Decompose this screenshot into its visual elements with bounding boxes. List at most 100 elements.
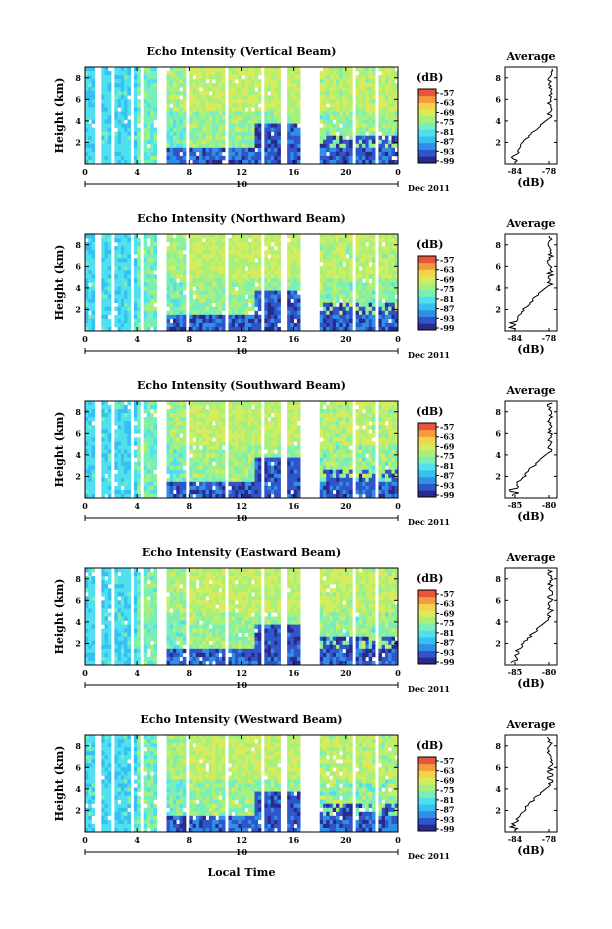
heatmap-cell <box>120 119 125 124</box>
heatmap-cell <box>137 67 141 72</box>
heatmap-cell <box>91 254 96 259</box>
heatmap-cell <box>267 425 272 430</box>
heatmap-cell <box>91 71 96 76</box>
heatmap-cell <box>127 461 131 466</box>
heatmap-cell <box>179 306 184 312</box>
heatmap-cell <box>173 103 177 108</box>
heatmap-cell <box>270 159 275 165</box>
heatmap-cell <box>101 238 105 243</box>
heatmap-cell <box>274 250 278 255</box>
heatmap-cell <box>231 75 236 80</box>
heatmap-cell <box>329 246 334 251</box>
heatmap-cell <box>241 127 246 132</box>
heatmap-cell <box>88 441 92 446</box>
heatmap-cell <box>218 119 223 124</box>
heatmap-cell <box>146 135 151 141</box>
heatmap-cell <box>238 147 242 153</box>
heatmap-cell <box>218 477 223 483</box>
heatmap-cell <box>107 421 112 426</box>
heatmap-cell <box>166 302 171 308</box>
heatmap-cell <box>221 274 226 279</box>
heatmap-cell <box>120 135 125 141</box>
heatmap-cell <box>127 318 131 324</box>
heatmap-cell <box>166 294 171 299</box>
heatmap-cell <box>228 131 233 137</box>
heatmap-cell <box>339 266 343 271</box>
heatmap-cell <box>117 87 122 92</box>
heatmap-cell <box>107 258 112 263</box>
heatmap-cell <box>277 401 281 406</box>
heatmap-cell <box>365 95 369 100</box>
heatmap-cell <box>234 123 239 128</box>
heatmap-cell <box>339 139 343 145</box>
heatmap-cell <box>189 234 193 239</box>
heatmap-cell <box>199 131 203 137</box>
heatmap-cell <box>254 250 259 255</box>
heatmap-cell <box>218 433 223 438</box>
heatmap-cell <box>290 417 294 422</box>
heatmap-cell <box>101 71 105 76</box>
heatmap-cell <box>205 298 210 304</box>
heatmap-cell <box>342 266 347 271</box>
heatmap-cell <box>384 290 389 295</box>
heatmap-cell <box>332 151 337 157</box>
heatmap-cell <box>287 282 291 287</box>
heatmap-cell <box>212 155 216 161</box>
heatmap-cell <box>176 318 180 324</box>
heatmap-cell <box>169 290 174 295</box>
heatmap-cell <box>104 79 109 84</box>
heatmap-cell <box>143 405 148 410</box>
heatmap-cell <box>218 318 223 324</box>
heatmap-cell <box>153 131 158 137</box>
heatmap-cell <box>342 270 347 275</box>
heatmap-cell <box>192 274 197 279</box>
heatmap-cell <box>205 67 210 72</box>
heatmap-cell <box>88 421 92 426</box>
heatmap-cell <box>264 413 268 418</box>
heatmap-cell <box>117 151 122 157</box>
heatmap-cell <box>384 298 389 304</box>
heatmap-cell <box>212 123 216 128</box>
heatmap-cell <box>176 286 180 291</box>
heatmap-cell <box>251 489 255 495</box>
heatmap-cell <box>287 326 291 332</box>
heatmap-cell <box>192 242 197 247</box>
heatmap-cell <box>173 449 177 454</box>
heatmap-cell <box>270 441 275 446</box>
heatmap-cell <box>182 441 187 446</box>
heatmap-cell <box>332 421 337 426</box>
heatmap-cell <box>127 67 131 72</box>
heatmap-cell <box>248 322 252 328</box>
heatmap-cell <box>267 67 272 72</box>
heatmap-cell <box>88 250 92 255</box>
heatmap-cell <box>228 425 233 430</box>
heatmap-cell <box>91 139 96 145</box>
heatmap-cell <box>238 242 242 247</box>
heatmap-cell <box>114 143 118 149</box>
heatmap-cell <box>218 254 223 259</box>
heatmap-cell <box>215 123 219 128</box>
heatmap-cell <box>329 79 334 84</box>
heatmap-cell <box>221 306 226 312</box>
heatmap-cell <box>388 115 392 120</box>
heatmap-cell <box>296 131 301 137</box>
heatmap-cell <box>107 83 112 88</box>
heatmap-cell <box>228 306 233 312</box>
heatmap-cell <box>264 143 268 149</box>
heatmap-cell <box>296 401 301 406</box>
heatmap-cell <box>192 485 197 491</box>
heatmap-cell <box>117 294 122 299</box>
heatmap-cell <box>290 95 294 100</box>
heatmap-cell <box>169 437 174 442</box>
heatmap-cell <box>345 274 350 279</box>
heatmap-cell <box>107 139 112 145</box>
heatmap-cell <box>293 405 298 410</box>
heatmap-cell <box>107 286 112 291</box>
heatmap-cell <box>231 79 236 84</box>
heatmap-cell <box>218 246 223 251</box>
heatmap-cell <box>195 437 200 442</box>
heatmap-cell <box>319 71 324 76</box>
heatmap-cell <box>218 469 223 475</box>
heatmap-cell <box>104 115 109 120</box>
heatmap-cell <box>345 306 350 312</box>
